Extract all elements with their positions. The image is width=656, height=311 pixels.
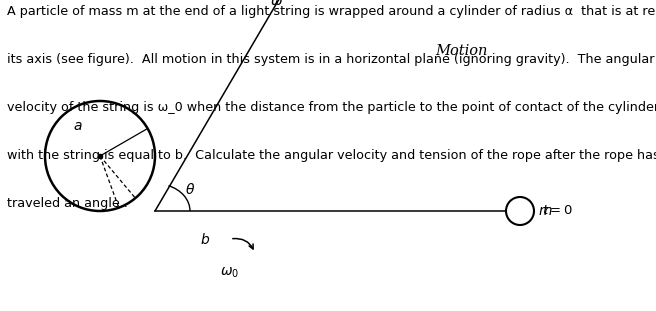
Text: traveled an angle .: traveled an angle . [7,197,127,211]
Text: $\omega_0$: $\omega_0$ [220,266,239,280]
Text: $t=0$: $t=0$ [542,205,573,217]
Text: $b$: $b$ [200,231,210,247]
Text: $a$: $a$ [73,119,83,133]
Text: Motion: Motion [435,44,487,58]
Text: A particle of mass m at the end of a light string is wrapped around a cylinder o: A particle of mass m at the end of a lig… [7,5,656,18]
Text: its axis (see figure).  All motion in this system is in a horizontal plane (igno: its axis (see figure). All motion in thi… [7,53,654,66]
Text: $\omega$: $\omega$ [270,0,283,8]
Text: $m$: $m$ [538,204,552,218]
Text: velocity of the string is ω_0 when the distance from the particle to the point o: velocity of the string is ω_0 when the d… [7,101,656,114]
Text: $\theta$: $\theta$ [185,182,195,197]
Text: with the string is equal to b.  Calculate the angular velocity and tension of th: with the string is equal to b. Calculate… [7,149,656,162]
